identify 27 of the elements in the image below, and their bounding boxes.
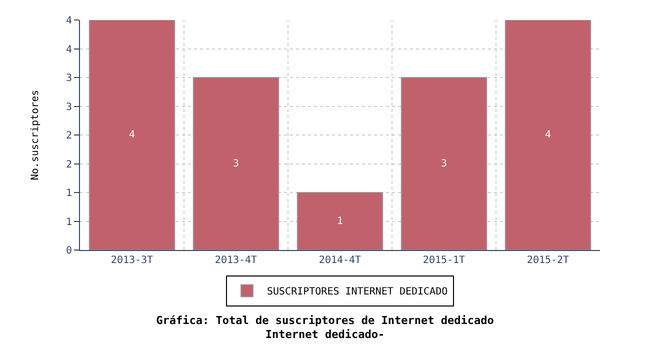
- data-label: 3: [232, 158, 240, 170]
- y-tick-label: 4: [66, 16, 72, 26]
- x-tick-label: 2013-4T: [214, 255, 258, 266]
- y-tick-label: 4: [66, 44, 72, 56]
- y-tick-label: 1: [66, 216, 72, 228]
- data-label: 4: [128, 130, 136, 140]
- bar: [192, 77, 280, 250]
- bar: [88, 20, 176, 250]
- y-tick-label: 3: [66, 73, 72, 84]
- y-tick-label: 2: [66, 159, 72, 170]
- y-tick-label: 2: [66, 130, 72, 142]
- bar: [296, 192, 384, 250]
- x-tick-label: 2015-2T: [526, 255, 570, 266]
- text: Gráfica: Total de suscriptores de Internet dedicado Internet dedicado-: [156, 314, 494, 342]
- x-tick-label: 2013-3T: [110, 255, 154, 266]
- legend-label: SUSCRIPTORES INTERNET DEDICADO: [267, 286, 448, 298]
- data-label: 3: [440, 158, 448, 170]
- data-label: 4: [544, 130, 552, 140]
- x-tick-label: 2014-4T: [318, 255, 362, 266]
- bar: [504, 20, 592, 250]
- y-tick-label: 1: [66, 188, 72, 199]
- data-label: 1: [336, 216, 344, 227]
- y-tick-label: 3: [66, 102, 72, 113]
- y-axis-title: No.suscriptores: [30, 90, 41, 180]
- bar: [400, 77, 488, 250]
- x-tick-label: 2015-1T: [422, 255, 466, 266]
- y-tick-label: 0: [66, 246, 72, 256]
